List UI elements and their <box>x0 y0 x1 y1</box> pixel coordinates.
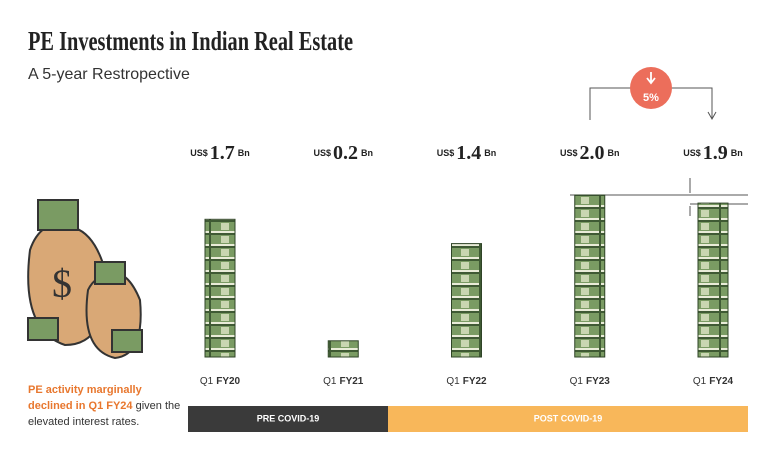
cash-stack-bar <box>204 218 236 358</box>
value-prefix: US$ <box>683 148 701 158</box>
value-prefix: US$ <box>437 148 455 158</box>
value-prefix: US$ <box>190 148 208 158</box>
cash-stack-bar <box>327 340 359 358</box>
value-unit: Bn <box>361 148 373 158</box>
value-number: 1.4 <box>456 142 481 164</box>
value-label: US$ 1.4 Bn <box>437 142 497 164</box>
value-label: US$ 1.7 Bn <box>190 142 250 164</box>
category-label: FY24 <box>709 376 733 387</box>
category-prefix: Q1 <box>570 376 584 387</box>
chart-title: PE Investments in Indian Real Estate <box>28 26 353 56</box>
cash-stack-bar <box>574 194 606 358</box>
x-tick-label: Q1 FY20 <box>200 376 241 387</box>
x-tick-label: Q1 FY21 <box>323 376 364 387</box>
decline-badge <box>630 67 672 109</box>
period-label: PRE COVID-19 <box>257 413 320 423</box>
category-label: FY22 <box>463 376 487 387</box>
period-label: POST COVID-19 <box>534 413 603 423</box>
value-unit: Bn <box>484 148 496 158</box>
category-prefix: Q1 <box>323 376 337 387</box>
note-highlight: PE activity marginally declined in Q1 FY… <box>28 384 142 412</box>
category-label: FY21 <box>339 376 363 387</box>
value-unit: Bn <box>238 148 250 158</box>
category-prefix: Q1 <box>200 376 214 387</box>
note-text: given the elevated interest rates. <box>28 400 181 428</box>
value-label: US$ 0.2 Bn <box>313 142 373 164</box>
x-tick-label: Q1 FY24 <box>693 376 734 387</box>
cash-stack-bar <box>451 243 482 358</box>
value-prefix: US$ <box>560 148 578 158</box>
value-unit: Bn <box>731 148 743 158</box>
x-tick-label: Q1 FY23 <box>570 376 611 387</box>
value-label: US$ 2.0 Bn <box>560 142 620 164</box>
money-bag-icon: $ <box>27 199 143 360</box>
cash-stack-bar <box>697 202 729 358</box>
value-number: 1.9 <box>703 142 728 164</box>
svg-text:$: $ <box>52 261 72 306</box>
category-label: FY20 <box>216 376 240 387</box>
post-covid-band <box>388 406 748 432</box>
value-number: 1.7 <box>210 142 235 164</box>
value-prefix: US$ <box>313 148 331 158</box>
decline-label: 5% <box>643 92 659 104</box>
value-unit: Bn <box>608 148 620 158</box>
value-label: US$ 1.9 Bn <box>683 142 743 164</box>
value-number: 2.0 <box>580 142 605 164</box>
chart-subtitle: A 5-year Restropective <box>28 66 190 83</box>
category-prefix: Q1 <box>446 376 460 387</box>
category-label: FY23 <box>586 376 610 387</box>
down-arrow-icon <box>646 72 656 85</box>
pre-covid-band <box>188 406 388 432</box>
value-number: 0.2 <box>333 142 358 164</box>
note: PE activity marginally declined in Q1 FY… <box>28 382 188 430</box>
category-prefix: Q1 <box>693 376 707 387</box>
x-tick-label: Q1 FY22 <box>446 376 487 387</box>
